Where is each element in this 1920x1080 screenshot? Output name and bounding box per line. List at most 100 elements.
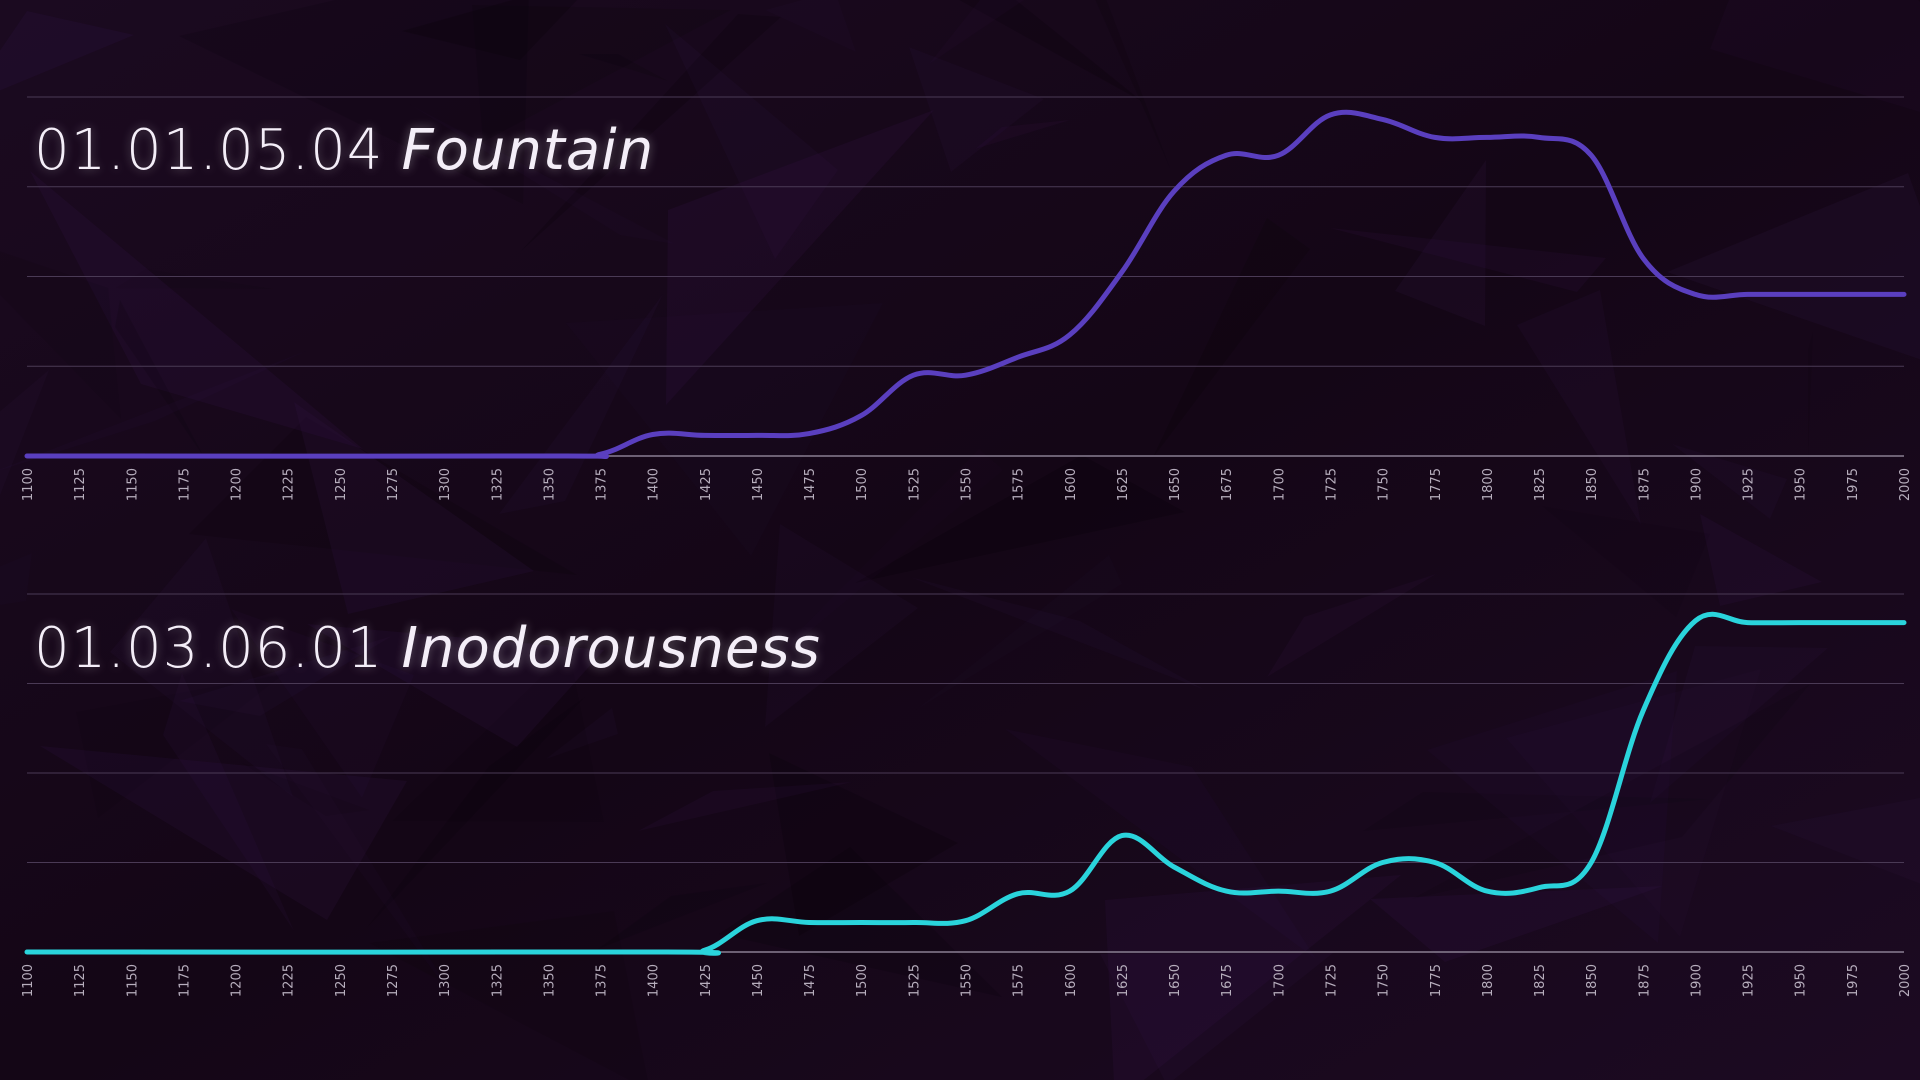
x-tick-label: 1500 — [855, 964, 870, 997]
background-facet — [1542, 506, 1710, 617]
background-facet — [392, 650, 604, 822]
x-tick-label: 1550 — [960, 964, 975, 997]
title-word: Fountain — [401, 118, 655, 183]
background-facet — [1363, 792, 1711, 831]
background-facet — [769, 753, 958, 936]
x-tick-label: 1175 — [177, 468, 192, 501]
x-tick-label: 1575 — [1012, 964, 1027, 997]
x-tick-label: 1100 — [21, 468, 36, 501]
x-tick-label: 1725 — [1324, 964, 1339, 997]
chart-inodorousness: 1100 1125 1150 1175 1200 1225 1250 1275 1300 1325… — [21, 593, 1913, 997]
background-facet — [910, 577, 1205, 690]
x-tick-label: 1275 — [386, 468, 401, 501]
x-tick-label: 1675 — [1220, 468, 1235, 501]
x-tick-label: 1275 — [386, 964, 401, 997]
background-facet — [638, 782, 852, 831]
x-tick-label: 1650 — [1168, 964, 1183, 997]
x-tick-label: 1100 — [21, 964, 36, 997]
x-tick-label: 1800 — [1481, 964, 1496, 997]
background-facet — [1005, 729, 1316, 959]
background-facet — [76, 674, 284, 818]
x-tick-label: 1300 — [438, 964, 453, 997]
x-tick-label: 1150 — [125, 964, 140, 997]
x-tick-label: 1600 — [1064, 964, 1079, 997]
chart-title-fountain: 01.01.05.04 Fountain — [34, 118, 654, 183]
background-facet — [975, 120, 1070, 149]
background-facet — [929, 0, 1025, 64]
x-tick-label: 1475 — [803, 468, 818, 501]
background-facet — [765, 524, 918, 727]
x-tick-label: 1525 — [907, 468, 922, 501]
background-facet — [1672, 444, 1787, 519]
background-facet — [1412, 684, 1810, 899]
x-tick-label: 1675 — [1220, 964, 1235, 997]
x-tick-label: 1950 — [1794, 964, 1809, 997]
x-tick-label: 1250 — [334, 964, 349, 997]
title-word: Inodorousness — [401, 616, 821, 681]
background-facet — [0, 11, 134, 91]
background-facet — [909, 47, 1044, 172]
x-tick-label: 1175 — [177, 964, 192, 997]
x-tick-label: 1700 — [1272, 468, 1287, 501]
x-tick-label: 1125 — [73, 964, 88, 997]
x-tick-label: 1375 — [595, 468, 610, 501]
background-facet — [0, 351, 306, 471]
x-tick-label: 1425 — [699, 964, 714, 997]
background-facet — [110, 538, 293, 797]
background-facet — [0, 370, 49, 496]
x-tick-label: 1425 — [699, 468, 714, 501]
x-tick-label: 1925 — [1742, 468, 1757, 501]
background-facet — [115, 300, 204, 457]
series-line — [24, 109, 1907, 459]
chart-fountain: 1100 1125 1150 1175 1200 1225 1250 1275 1300 1325… — [21, 96, 1913, 501]
background-facet — [472, 5, 731, 142]
background-facet — [499, 294, 663, 514]
x-tick-label: 1150 — [125, 468, 140, 501]
background-facet — [365, 696, 586, 930]
x-tick-label: 1350 — [542, 468, 557, 501]
x-tick-label: 1450 — [751, 964, 766, 997]
x-tick-label: 1325 — [490, 468, 505, 501]
background-facet — [1808, 332, 1813, 459]
background-facet — [0, 553, 32, 606]
background-facet — [0, 251, 121, 419]
background-facet — [179, 0, 529, 204]
x-tick-label: 1700 — [1272, 964, 1287, 997]
background-facet — [546, 708, 618, 759]
background-facet — [402, 0, 578, 60]
background-facet — [1517, 290, 1641, 525]
x-tick-label: 1200 — [230, 468, 245, 501]
background-facet — [1427, 671, 1677, 943]
background-facet — [179, 636, 392, 716]
background-facet — [1100, 953, 1333, 1080]
background-facet — [666, 110, 934, 405]
x-tick-label: 1925 — [1742, 964, 1757, 997]
title-code: 01.01.05.04 — [34, 118, 384, 183]
background-facet — [521, 14, 781, 251]
x-tick-label: 1525 — [907, 964, 922, 997]
x-tick-label: 1625 — [1116, 468, 1131, 501]
x-tick-label: 1400 — [647, 964, 662, 997]
x-tick-label: 1775 — [1429, 468, 1444, 501]
background-facet — [855, 455, 1185, 583]
x-tick-label: 1600 — [1064, 468, 1079, 501]
x-tick-label: 1300 — [438, 468, 453, 501]
background-facet — [1105, 875, 1401, 1080]
x-tick-label: 1850 — [1585, 468, 1600, 501]
background-facet — [665, 24, 838, 259]
x-tick-label: 1400 — [647, 468, 662, 501]
background-facet — [409, 104, 675, 244]
background-facet — [1700, 514, 1822, 606]
x-tick-label: 1975 — [1846, 468, 1861, 501]
background-facet — [231, 609, 414, 798]
background-facet — [1095, 0, 1170, 168]
background-facet — [30, 171, 363, 449]
x-tick-label: 1800 — [1481, 468, 1496, 501]
x-tick-label: 1125 — [73, 468, 88, 501]
x-tick-label: 1725 — [1324, 468, 1339, 501]
background-facet — [163, 673, 294, 931]
title-code: 01.03.06.01 — [34, 616, 384, 681]
x-tick-label: 1225 — [282, 468, 297, 501]
